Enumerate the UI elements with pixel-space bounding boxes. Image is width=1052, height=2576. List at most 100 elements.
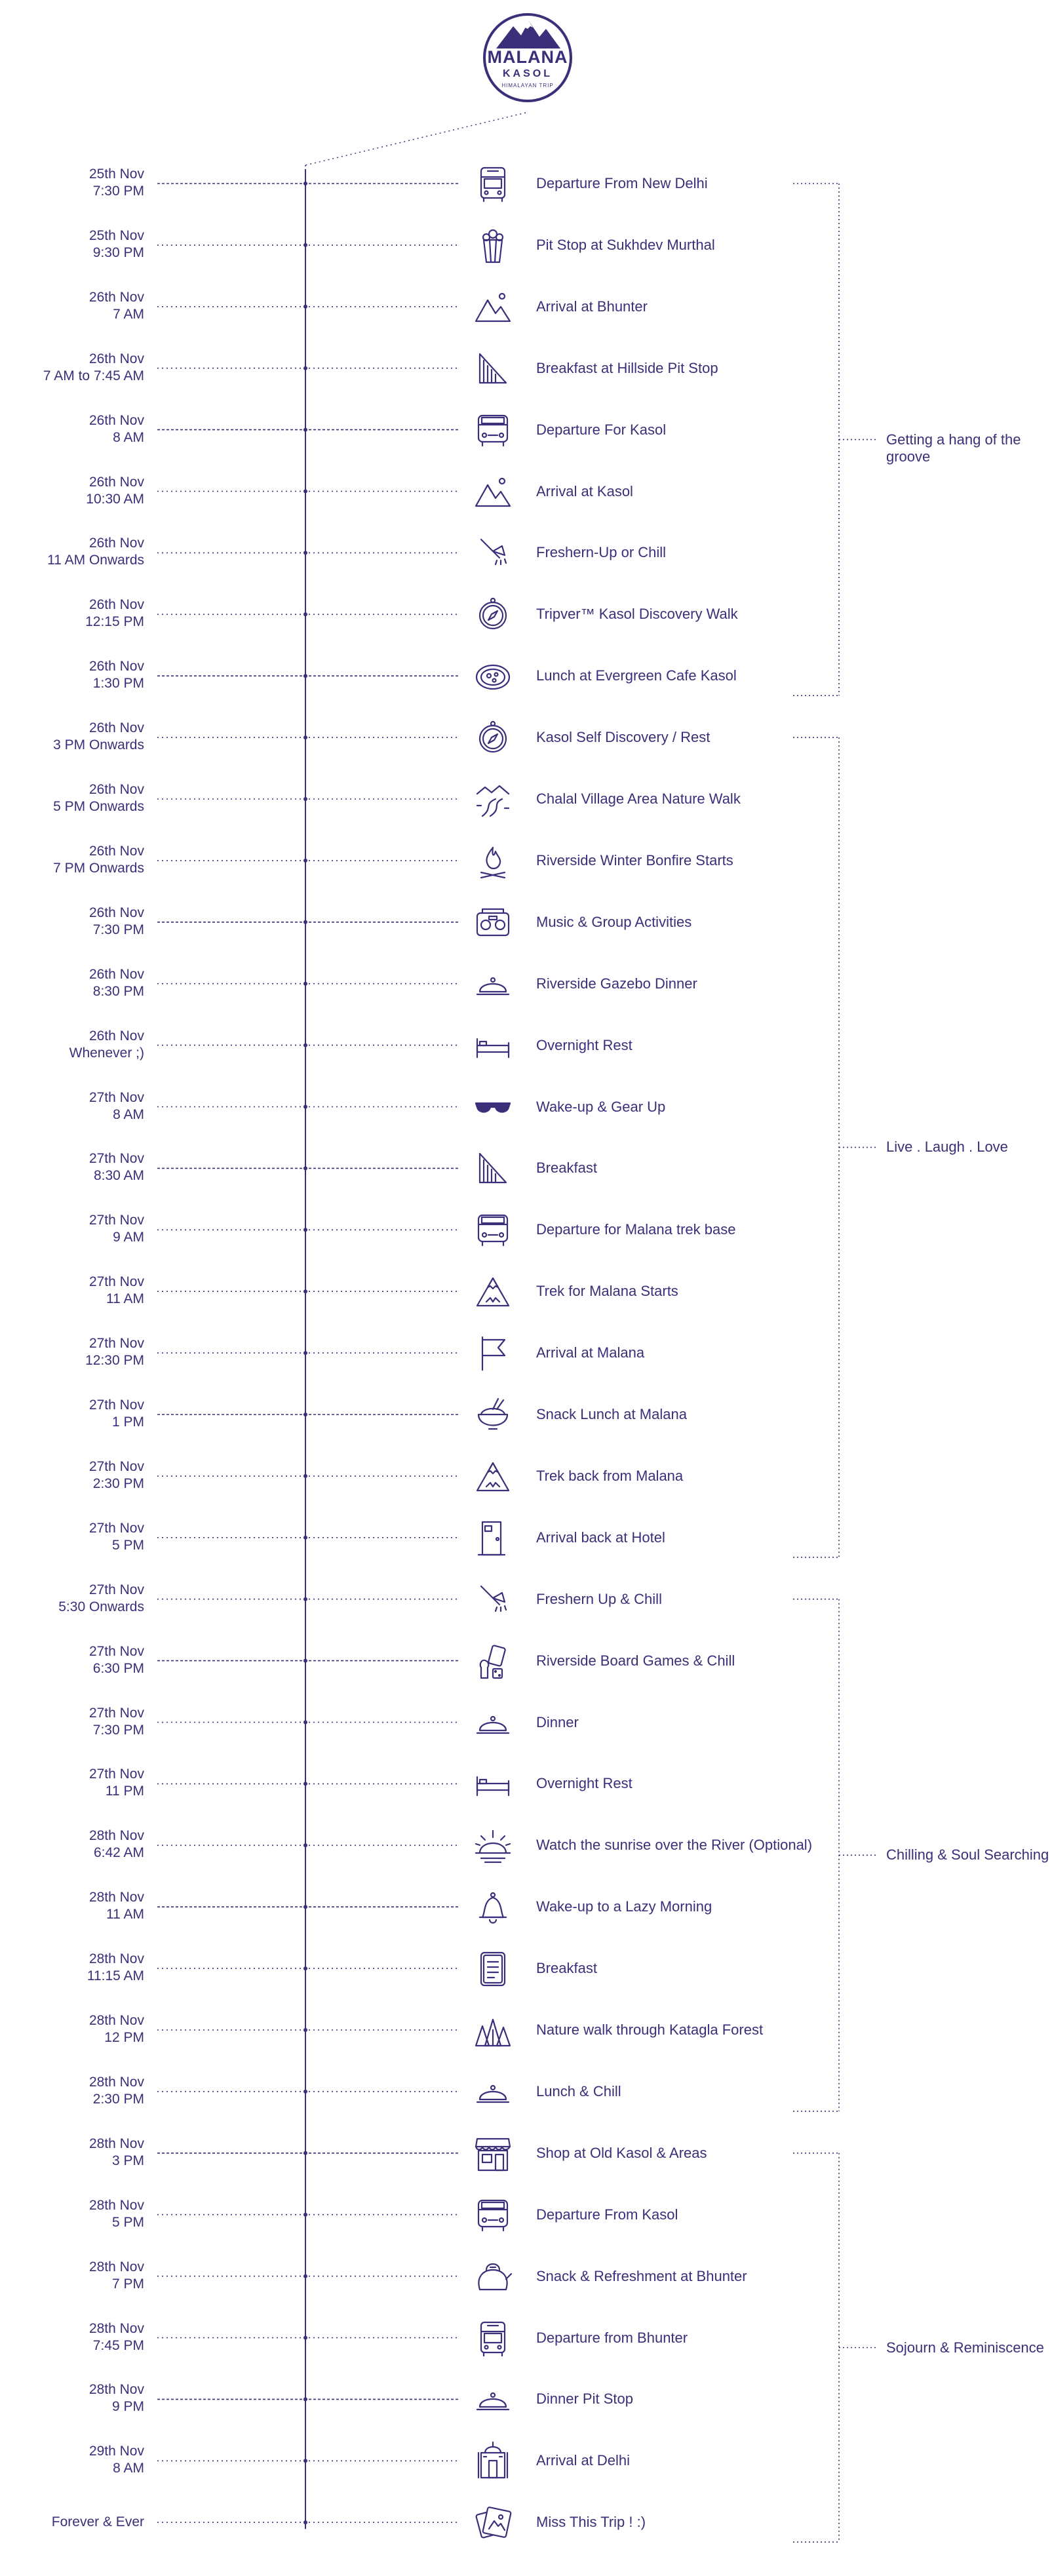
event-time: 11:15 AM: [87, 1968, 144, 1984]
timeline-dot: [303, 1104, 307, 1109]
event-date: 26th Nov: [88, 536, 144, 551]
event-datetime: 29th Nov 8 AM: [0, 2443, 144, 2477]
logo-subtitle: KASOL: [503, 68, 553, 79]
timeline-dot: [303, 1782, 307, 1786]
event-date: 28th Nov: [88, 2320, 144, 2336]
event-time: 8 AM: [113, 2461, 144, 2476]
timeline-dot: [303, 2459, 307, 2463]
event-label: Departure For Kasol: [536, 421, 667, 438]
event-datetime: 28th Nov 11:15 AM: [0, 1951, 144, 1985]
cloche-icon: [473, 1703, 513, 1742]
event-time: 8 AM: [113, 429, 144, 445]
event-datetime: 28th Nov 2:30 PM: [0, 2074, 144, 2108]
event-datetime: 27th Nov 11 AM: [0, 1274, 144, 1308]
bowl-icon: [473, 1395, 513, 1434]
timeline-dot: [303, 920, 307, 924]
event-label: Lunch & Chill: [536, 2082, 621, 2099]
event-time: 12:15 PM: [85, 614, 144, 630]
event-label: Trek back from Malana: [536, 1467, 684, 1484]
event-label: Riverside Gazebo Dinner: [536, 975, 697, 992]
event-time: 7 PM: [111, 2276, 144, 2292]
compass-icon: [473, 595, 513, 634]
event-datetime: 28th Nov 7 PM: [0, 2259, 144, 2293]
event-time: 11 AM: [106, 1291, 144, 1307]
event-time: 2:30 PM: [92, 2091, 144, 2107]
timeline-dot: [303, 182, 307, 185]
timeline-dot: [303, 1351, 307, 1356]
event-date: 27th Nov: [88, 1643, 144, 1659]
shop-icon: [473, 2134, 513, 2173]
event-date: 27th Nov: [88, 1520, 144, 1536]
event-datetime: 28th Nov 9 PM: [0, 2381, 144, 2415]
door-icon: [473, 1518, 513, 1557]
event-time: 10:30 AM: [86, 491, 144, 507]
event-date: 27th Nov: [88, 1089, 144, 1105]
phase-bracket: [793, 2153, 878, 2543]
event-time: 7 PM Onwards: [53, 860, 144, 876]
event-date: 28th Nov: [88, 2259, 144, 2274]
timeline-dot: [303, 1166, 307, 1171]
event-label: Breakfast at Hillside Pit Stop: [536, 359, 718, 376]
timeline-dot: [303, 981, 307, 986]
photos-icon: [473, 2503, 513, 2542]
event-datetime: 26th Nov 1:30 PM: [0, 658, 144, 692]
event-time: 6:42 AM: [93, 1845, 144, 1861]
event-date: 26th Nov: [88, 289, 144, 305]
event-time: 11 PM: [105, 1784, 144, 1799]
event-label: Arrival back at Hotel: [536, 1529, 665, 1546]
timeline-dot: [303, 674, 307, 678]
event-date: 27th Nov: [88, 1274, 144, 1290]
event-datetime: 27th Nov 11 PM: [0, 1766, 144, 1800]
event-label: Snack Lunch at Malana: [536, 1406, 687, 1422]
event-datetime: 26th Nov 11 AM Onwards: [0, 535, 144, 569]
timeline-dot: [303, 735, 307, 740]
phase-bracket: [793, 737, 878, 1558]
event-time: 9 AM: [113, 1230, 144, 1245]
timeline-dot: [303, 1658, 307, 1663]
timeline-dot: [303, 1843, 307, 1848]
van-icon: [473, 410, 513, 450]
event-label: Shop at Old Kasol & Areas: [536, 2144, 707, 2161]
event-datetime: 28th Nov 6:42 AM: [0, 1827, 144, 1862]
event-datetime: 26th Nov 7 AM: [0, 289, 144, 323]
event-label: Trek for Malana Starts: [536, 1283, 678, 1300]
logo-connector: [305, 112, 526, 166]
event-date: 26th Nov: [88, 597, 144, 613]
cloche-icon: [473, 2379, 513, 2419]
timeline-dot: [303, 243, 307, 247]
compass-icon: [473, 718, 513, 757]
event-date: 28th Nov: [88, 2013, 144, 2028]
cloche-icon: [473, 2072, 513, 2111]
event-label: Departure from Bhunter: [536, 2329, 688, 2346]
timeline-dot: [303, 1535, 307, 1540]
bell-icon: [473, 1887, 513, 1926]
event-label: Wake-up & Gear Up: [536, 1098, 666, 1115]
event-time: 8:30 PM: [92, 983, 144, 999]
event-label: Riverside Board Games & Chill: [536, 1652, 735, 1669]
event-date: 26th Nov: [88, 474, 144, 490]
event-label: Wake-up to a Lazy Morning: [536, 1898, 712, 1915]
event-datetime: 26th Nov 7:30 PM: [0, 905, 144, 939]
timeline-dot: [303, 1597, 307, 1601]
event-datetime: Forever & Ever: [0, 2514, 144, 2531]
timeline-dot: [303, 1473, 307, 1478]
phase-bracket: [793, 1598, 878, 2112]
event-time: 1:30 PM: [92, 676, 144, 692]
sandwich-icon: [473, 1148, 513, 1188]
phase-label: Live . Laugh . Love: [886, 1139, 1008, 1156]
shower-icon: [473, 533, 513, 572]
flag-icon: [473, 1333, 513, 1373]
timeline-dot: [303, 489, 307, 494]
timeline-dot: [303, 1720, 307, 1725]
event-label: Departure for Malana trek base: [536, 1221, 736, 1238]
event-date: 28th Nov: [88, 2382, 144, 2398]
timeline-dot: [303, 366, 307, 370]
event-label: Lunch at Evergreen Cafe Kasol: [536, 667, 737, 684]
event-date: 27th Nov: [88, 1151, 144, 1167]
event-datetime: 26th Nov 7 AM to 7:45 AM: [0, 351, 144, 385]
timeline-dot: [303, 1043, 307, 1047]
timeline-dot: [303, 612, 307, 617]
peak-icon: [473, 1456, 513, 1496]
event-label: Freshern Up & Chill: [536, 1590, 662, 1607]
